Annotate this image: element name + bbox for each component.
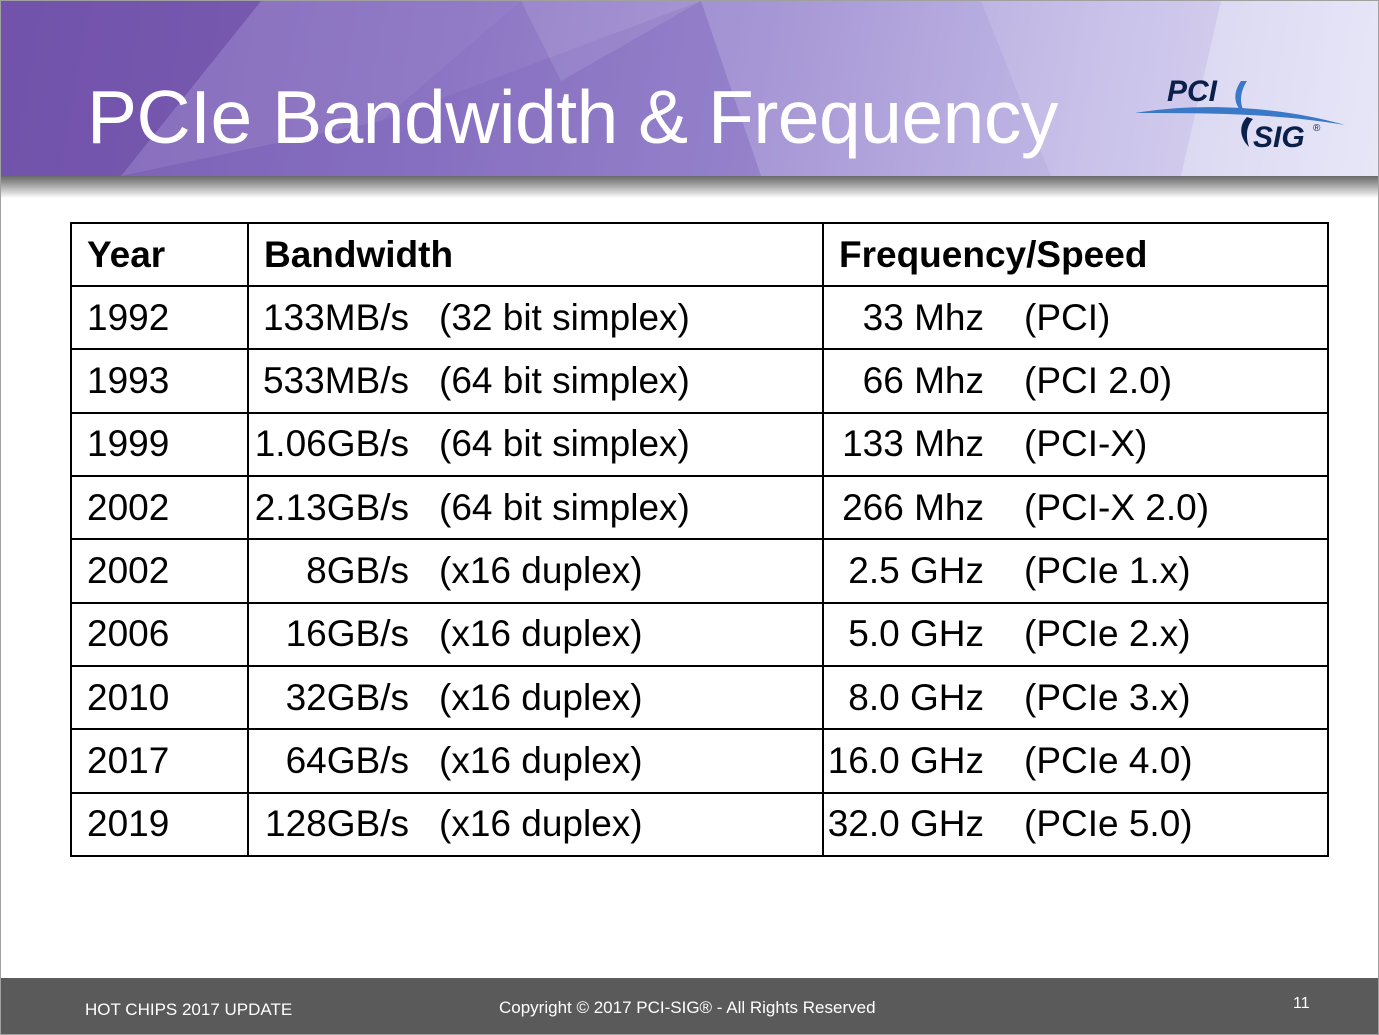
frequency-cell: 133 Mhz (PCI-X) bbox=[822, 411, 1329, 477]
bandwidth-cell: 8GB/s (x16 duplex) bbox=[247, 538, 824, 604]
logo-registered-mark: ® bbox=[1313, 123, 1321, 134]
frequency-value: 16.0 GHz bbox=[827, 739, 984, 781]
table-row: 2002 8GB/s (x16 duplex) 2.5 GHz (PCIe 1.x) bbox=[70, 538, 1329, 604]
frequency-cell: 266 Mhz (PCI-X 2.0) bbox=[822, 474, 1329, 541]
bandwidth-note: (64 bit simplex) bbox=[439, 486, 690, 528]
frequency-value: 2.5 GHz bbox=[848, 549, 984, 591]
footer-copyright: Copyright © 2017 PCI-SIG® - All Rights R… bbox=[499, 998, 876, 1017]
frequency-value: 5.0 GHz bbox=[848, 613, 984, 655]
frequency-note: (PCIe 4.0) bbox=[1024, 739, 1193, 781]
slide-footer: HOT CHIPS 2017 UPDATE Copyright © 2017 P… bbox=[1, 978, 1378, 1034]
pci-sig-logo: PCI SIG ® bbox=[1135, 73, 1347, 159]
frequency-cell: 16.0 GHz (PCIe 4.0) bbox=[822, 728, 1329, 794]
page-number: 11 bbox=[1293, 995, 1310, 1012]
bandwidth-cell: 64GB/s (x16 duplex) bbox=[247, 728, 824, 794]
bandwidth-note: (x16 duplex) bbox=[439, 549, 643, 591]
bandwidth-value: 32GB/s bbox=[285, 676, 409, 718]
bandwidth-value: 8GB/s bbox=[306, 549, 409, 591]
bandwidth-cell: 128GB/s (x16 duplex) bbox=[247, 791, 824, 858]
frequency-value: 133 Mhz bbox=[842, 423, 984, 465]
table-body: 1992 133MB/s (32 bit simplex) 33 Mhz (PCI) 19… bbox=[70, 284, 1329, 858]
bandwidth-cell: 16GB/s (x16 duplex) bbox=[247, 601, 824, 667]
header-facet-pattern bbox=[1, 1, 1378, 176]
frequency-note: (PCI 2.0) bbox=[1024, 359, 1173, 401]
bandwidth-value: 128GB/s bbox=[265, 803, 409, 845]
column-header-frequency: Frequency/Speed bbox=[822, 222, 1329, 287]
year-cell: 2019 bbox=[70, 791, 249, 858]
bandwidth-note: (64 bit simplex) bbox=[439, 359, 690, 401]
logo-pci-text: PCI bbox=[1167, 75, 1218, 108]
year-cell: 2002 bbox=[70, 474, 249, 541]
bandwidth-note: (x16 duplex) bbox=[439, 613, 643, 655]
slide-title: PCIe Bandwidth & Frequency bbox=[87, 75, 1058, 159]
frequency-cell: 5.0 GHz (PCIe 2.x) bbox=[822, 601, 1329, 667]
table-row: 1999 1.06GB/s (64 bit simplex) 133 Mhz (PCI-… bbox=[70, 411, 1329, 477]
bandwidth-note: (x16 duplex) bbox=[439, 803, 643, 845]
bandwidth-note: (32 bit simplex) bbox=[439, 296, 690, 338]
bandwidth-value: 2.13GB/s bbox=[254, 486, 409, 528]
bandwidth-cell: 1.06GB/s (64 bit simplex) bbox=[247, 411, 824, 477]
frequency-cell: 2.5 GHz (PCIe 1.x) bbox=[822, 538, 1329, 604]
table-row: 2006 16GB/s (x16 duplex) 5.0 GHz (PCIe 2.x) bbox=[70, 601, 1329, 667]
year-cell: 2010 bbox=[70, 664, 249, 731]
table-header-row: Year Bandwidth Frequency/Speed bbox=[70, 222, 1329, 287]
table-row: 2010 32GB/s (x16 duplex) 8.0 GHz (PCIe 3.x) bbox=[70, 664, 1329, 731]
bandwidth-note: (x16 duplex) bbox=[439, 676, 643, 718]
bandwidth-value: 16GB/s bbox=[285, 613, 409, 655]
frequency-note: (PCI) bbox=[1024, 296, 1111, 338]
bandwidth-value: 533MB/s bbox=[262, 359, 409, 401]
slide-header: PCIe Bandwidth & Frequency PCI SIG ® bbox=[1, 1, 1378, 176]
frequency-value: 266 Mhz bbox=[842, 486, 984, 528]
frequency-cell: 8.0 GHz (PCIe 3.x) bbox=[822, 664, 1329, 731]
year-cell: 2006 bbox=[70, 601, 249, 667]
table-row: 2002 2.13GB/s (64 bit simplex) 266 Mhz (PCI-… bbox=[70, 474, 1329, 541]
frequency-note: (PCIe 3.x) bbox=[1024, 676, 1191, 718]
frequency-note: (PCIe 1.x) bbox=[1024, 549, 1191, 591]
footer-event-label: HOT CHIPS 2017 UPDATE bbox=[85, 1000, 293, 1019]
table-row: 2017 64GB/s (x16 duplex) 16.0 GHz (PCIe 4.0) bbox=[70, 728, 1329, 794]
frequency-note: (PCIe 2.x) bbox=[1024, 613, 1191, 655]
column-header-year: Year bbox=[70, 222, 249, 287]
frequency-note: (PCI-X 2.0) bbox=[1024, 486, 1210, 528]
bandwidth-cell: 2.13GB/s (64 bit simplex) bbox=[247, 474, 824, 541]
pcie-table: Year Bandwidth Frequency/Speed 1992 133MB… bbox=[70, 222, 1329, 858]
header-shadow bbox=[1, 176, 1378, 198]
year-cell: 1992 bbox=[70, 284, 249, 351]
logo-sig-text: SIG bbox=[1253, 121, 1305, 154]
bandwidth-note: (64 bit simplex) bbox=[439, 423, 690, 465]
bandwidth-cell: 32GB/s (x16 duplex) bbox=[247, 664, 824, 731]
bandwidth-value: 64GB/s bbox=[285, 739, 409, 781]
bandwidth-cell: 533MB/s (64 bit simplex) bbox=[247, 348, 824, 414]
frequency-value: 32.0 GHz bbox=[827, 803, 984, 845]
frequency-cell: 66 Mhz (PCI 2.0) bbox=[822, 348, 1329, 414]
year-cell: 1993 bbox=[70, 348, 249, 414]
frequency-note: (PCIe 5.0) bbox=[1024, 803, 1193, 845]
year-cell: 2017 bbox=[70, 728, 249, 794]
year-cell: 2002 bbox=[70, 538, 249, 604]
table-row: 1992 133MB/s (32 bit simplex) 33 Mhz (PCI) bbox=[70, 284, 1329, 351]
table-row: 2019 128GB/s (x16 duplex) 32.0 GHz (PCIe 5.0… bbox=[70, 791, 1329, 858]
frequency-value: 66 Mhz bbox=[862, 359, 984, 401]
frequency-note: (PCI-X) bbox=[1024, 423, 1148, 465]
year-cell: 1999 bbox=[70, 411, 249, 477]
bandwidth-note: (x16 duplex) bbox=[439, 739, 643, 781]
bandwidth-cell: 133MB/s (32 bit simplex) bbox=[247, 284, 824, 351]
table-row: 1993 533MB/s (64 bit simplex) 66 Mhz (PCI 2.… bbox=[70, 348, 1329, 414]
frequency-value: 8.0 GHz bbox=[848, 676, 984, 718]
frequency-value: 33 Mhz bbox=[862, 296, 984, 338]
bandwidth-value: 133MB/s bbox=[262, 296, 409, 338]
column-header-bandwidth: Bandwidth bbox=[247, 222, 824, 287]
frequency-cell: 32.0 GHz (PCIe 5.0) bbox=[822, 791, 1329, 858]
pci-sig-swoosh-icon bbox=[1135, 81, 1345, 147]
frequency-cell: 33 Mhz (PCI) bbox=[822, 284, 1329, 351]
bandwidth-value: 1.06GB/s bbox=[254, 423, 409, 465]
